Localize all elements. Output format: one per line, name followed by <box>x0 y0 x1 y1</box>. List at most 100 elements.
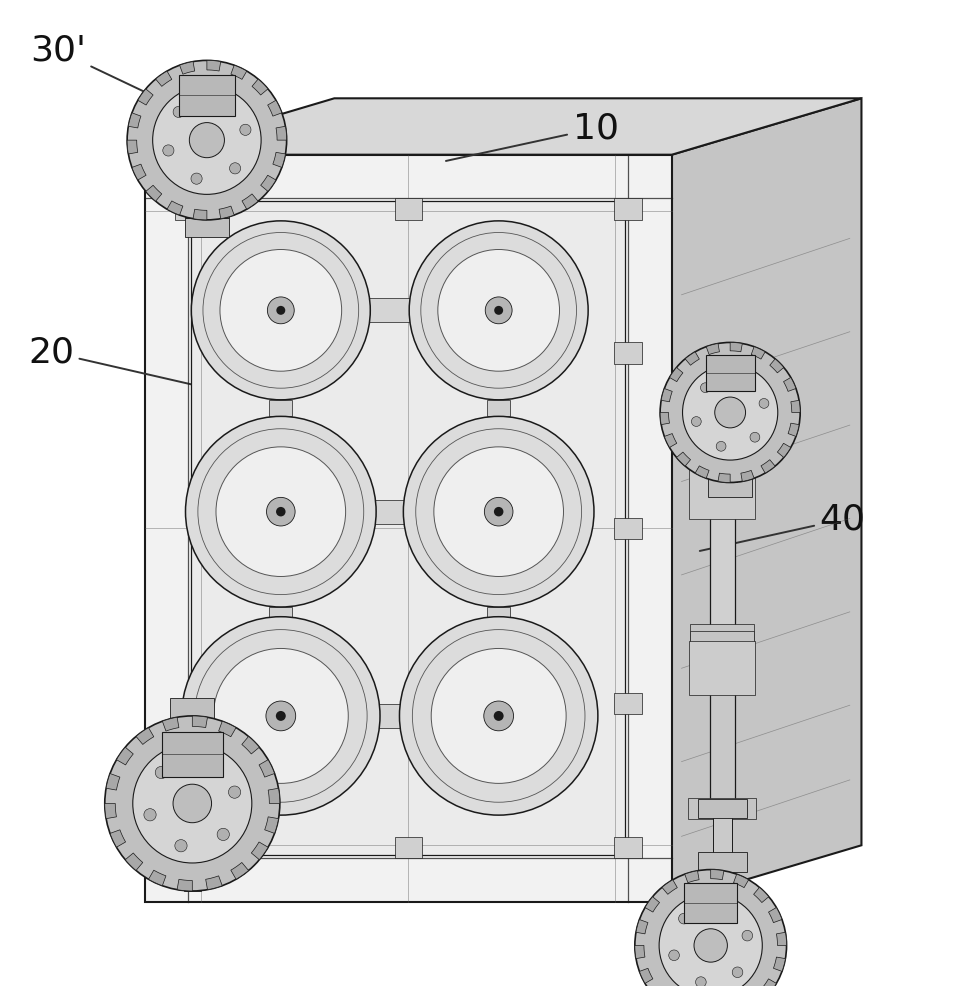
Polygon shape <box>129 113 141 128</box>
Circle shape <box>181 617 380 815</box>
Circle shape <box>128 60 286 220</box>
Polygon shape <box>128 140 137 154</box>
Circle shape <box>494 507 504 516</box>
Polygon shape <box>192 716 207 728</box>
Bar <box>710 638 735 802</box>
Circle shape <box>750 432 760 442</box>
Polygon shape <box>761 460 775 473</box>
Polygon shape <box>110 830 126 847</box>
Polygon shape <box>156 71 171 86</box>
Bar <box>708 478 752 497</box>
Polygon shape <box>137 89 153 105</box>
Polygon shape <box>669 367 683 382</box>
Circle shape <box>679 913 690 924</box>
Circle shape <box>659 894 763 997</box>
Polygon shape <box>219 206 234 219</box>
Polygon shape <box>706 344 720 355</box>
Circle shape <box>240 124 251 135</box>
Bar <box>698 799 747 818</box>
Bar <box>708 422 752 442</box>
Circle shape <box>155 766 168 779</box>
Bar <box>723 465 737 482</box>
Circle shape <box>173 784 211 823</box>
Circle shape <box>268 297 294 324</box>
Bar <box>179 75 235 116</box>
Polygon shape <box>664 434 677 447</box>
Polygon shape <box>231 862 248 879</box>
Circle shape <box>173 106 184 118</box>
Polygon shape <box>131 164 146 180</box>
Bar <box>174 198 202 220</box>
Polygon shape <box>136 728 154 744</box>
Polygon shape <box>751 347 766 359</box>
Polygon shape <box>167 201 183 215</box>
Polygon shape <box>268 788 280 803</box>
Polygon shape <box>769 359 784 373</box>
Polygon shape <box>265 817 279 833</box>
Polygon shape <box>259 760 275 777</box>
Bar <box>691 631 755 651</box>
Polygon shape <box>268 100 281 116</box>
Polygon shape <box>145 155 672 902</box>
Circle shape <box>716 441 726 451</box>
Bar <box>690 466 756 519</box>
Polygon shape <box>146 185 162 201</box>
Circle shape <box>276 711 285 721</box>
Bar <box>615 198 642 220</box>
Circle shape <box>715 397 745 428</box>
Circle shape <box>230 163 241 174</box>
Polygon shape <box>777 443 791 457</box>
Circle shape <box>198 755 209 767</box>
Polygon shape <box>639 968 653 983</box>
Bar <box>688 443 758 464</box>
Polygon shape <box>661 389 672 402</box>
Polygon shape <box>218 721 236 737</box>
Polygon shape <box>231 65 246 79</box>
Bar <box>689 798 757 819</box>
Polygon shape <box>773 957 785 971</box>
Polygon shape <box>754 887 768 903</box>
Bar <box>162 732 223 777</box>
Bar <box>360 298 419 322</box>
Circle shape <box>266 701 296 731</box>
Text: 10: 10 <box>446 111 618 161</box>
Bar <box>170 698 214 718</box>
Polygon shape <box>718 473 730 482</box>
Polygon shape <box>635 945 645 959</box>
Polygon shape <box>672 98 861 902</box>
Bar <box>684 883 737 923</box>
Circle shape <box>403 416 594 607</box>
Bar <box>710 447 735 626</box>
Polygon shape <box>653 988 668 1000</box>
Bar <box>615 837 642 858</box>
Circle shape <box>191 221 370 400</box>
Bar <box>198 208 215 228</box>
Text: 40: 40 <box>699 502 866 551</box>
Polygon shape <box>744 997 760 1000</box>
Circle shape <box>759 399 768 408</box>
Circle shape <box>399 617 598 815</box>
Polygon shape <box>145 98 861 155</box>
Circle shape <box>485 297 512 324</box>
Bar <box>394 198 422 220</box>
Polygon shape <box>251 842 268 860</box>
Bar <box>615 518 642 539</box>
Polygon shape <box>242 736 259 754</box>
Circle shape <box>692 417 701 426</box>
Circle shape <box>715 904 726 914</box>
Circle shape <box>132 744 252 863</box>
Circle shape <box>213 648 349 783</box>
Circle shape <box>216 447 346 576</box>
Bar <box>170 838 214 858</box>
Polygon shape <box>206 876 222 890</box>
Circle shape <box>229 786 241 798</box>
Circle shape <box>153 86 261 194</box>
Bar <box>360 704 419 728</box>
Polygon shape <box>105 803 117 819</box>
Circle shape <box>163 145 174 156</box>
Circle shape <box>494 711 504 721</box>
Polygon shape <box>276 126 286 140</box>
Circle shape <box>484 701 513 731</box>
Bar <box>615 342 642 364</box>
Polygon shape <box>126 853 143 871</box>
